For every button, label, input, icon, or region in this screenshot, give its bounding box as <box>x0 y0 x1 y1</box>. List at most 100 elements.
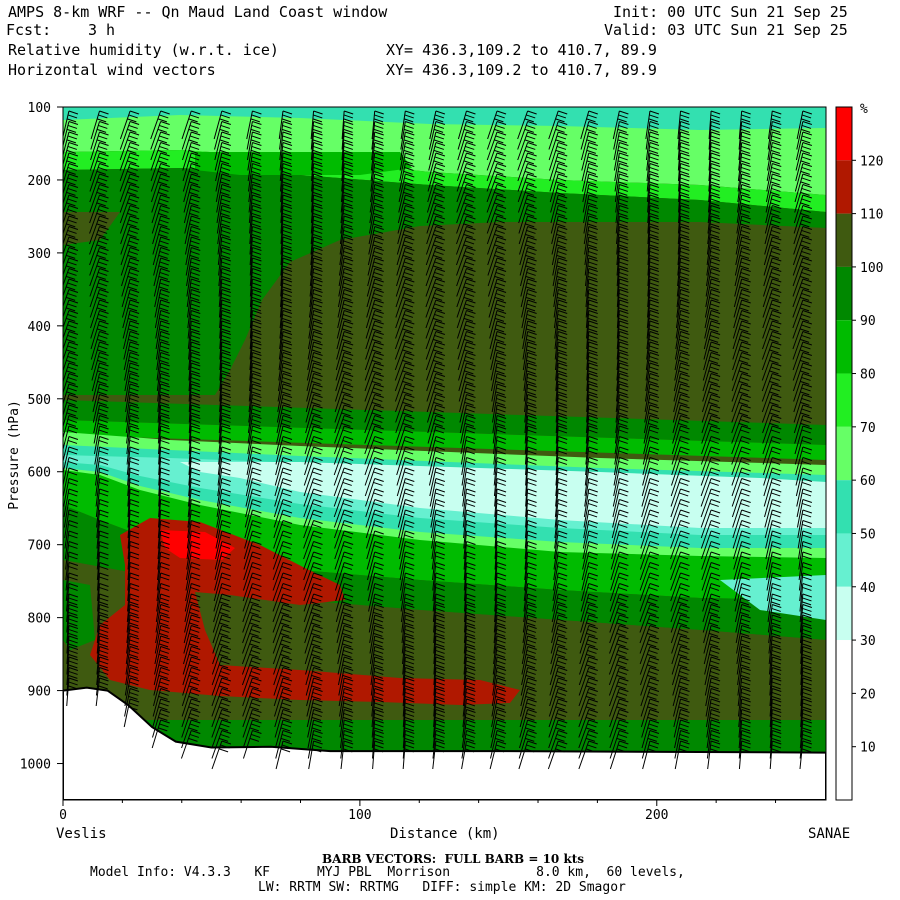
wind-barb <box>334 520 354 549</box>
wind-barb <box>368 583 384 612</box>
wind-barb <box>426 373 446 402</box>
wind-barb <box>793 373 813 402</box>
wind-barb <box>792 320 813 350</box>
wind-barb <box>795 142 813 171</box>
wind-barb <box>792 299 813 329</box>
wind-barb <box>608 667 629 696</box>
wind-barb <box>425 257 446 287</box>
wind-barb <box>425 236 446 266</box>
wind-barb <box>90 110 109 140</box>
wind-barb <box>341 152 354 182</box>
wind-barb <box>768 635 782 665</box>
wind-barb <box>335 352 354 381</box>
wind-barb <box>792 341 813 371</box>
wind-barb <box>400 121 415 150</box>
wind-barb <box>614 173 629 203</box>
wind-barb <box>217 467 231 497</box>
wind-barb <box>670 593 690 623</box>
wind-barb <box>519 709 537 738</box>
wind-barb <box>639 614 660 644</box>
wind-barb <box>676 268 690 297</box>
wind-barb <box>273 499 293 528</box>
wind-barb <box>674 331 690 360</box>
wind-barb <box>613 131 629 161</box>
wind-barb <box>762 415 782 444</box>
wind-barb <box>523 583 537 612</box>
wind-barb <box>767 583 782 612</box>
wind-barb <box>63 383 79 406</box>
wind-barb <box>731 383 751 413</box>
wind-barb <box>63 257 79 277</box>
wind-barb <box>333 509 354 539</box>
wind-barb <box>764 509 782 539</box>
wind-barb <box>793 383 813 413</box>
wind-barb <box>494 530 507 560</box>
wind-barb <box>127 583 140 612</box>
wind-barb <box>150 142 170 171</box>
wind-barb <box>585 278 598 308</box>
wind-barb <box>647 226 660 255</box>
wind-barb <box>704 667 721 696</box>
wind-barb <box>613 467 629 497</box>
wind-barb <box>585 425 598 455</box>
wind-barb <box>433 698 446 728</box>
wind-barb <box>766 562 782 591</box>
wind-barb <box>431 541 446 570</box>
wind-barb <box>367 236 384 266</box>
wind-barb <box>395 268 415 297</box>
wind-barb <box>119 173 140 203</box>
wind-barb <box>280 226 293 255</box>
wind-barb <box>364 383 384 413</box>
wind-barb <box>341 121 354 150</box>
wind-barb <box>188 415 201 444</box>
wind-barb <box>93 415 109 444</box>
wind-barb <box>63 404 79 429</box>
wind-barb <box>609 719 629 749</box>
wind-barb <box>184 583 201 612</box>
wind-barb <box>494 488 507 518</box>
wind-barb <box>125 404 140 434</box>
wind-barb <box>736 205 751 234</box>
wind-barb <box>280 173 293 203</box>
wind-barb <box>674 719 690 749</box>
wind-barb <box>310 215 323 245</box>
wind-barb <box>275 740 293 770</box>
plot-frame <box>62 106 827 801</box>
wind-barb <box>306 698 323 728</box>
wind-barb <box>188 341 201 371</box>
wind-barb <box>703 625 721 654</box>
wind-barb <box>493 625 507 654</box>
wind-barb <box>486 205 507 234</box>
wind-barb <box>63 236 79 256</box>
wind-barb <box>646 152 660 182</box>
wind-barb <box>670 562 690 591</box>
wind-barb <box>90 299 109 329</box>
wind-barb <box>463 530 476 560</box>
wind-barb <box>640 698 660 728</box>
wind-barb <box>279 310 293 339</box>
wind-barb <box>673 383 690 413</box>
wind-barb <box>555 457 568 486</box>
wind-barb <box>63 499 79 528</box>
wind-barb <box>366 551 384 581</box>
colorbar-segment <box>836 640 852 694</box>
wind-barb <box>96 656 109 686</box>
wind-barb <box>333 425 354 455</box>
wind-barb <box>550 194 568 224</box>
wind-barb <box>364 352 384 381</box>
wind-barb <box>367 257 384 287</box>
wind-barb <box>765 194 782 224</box>
wind-barb <box>249 205 262 234</box>
wind-barb <box>609 593 629 623</box>
wind-barb <box>738 709 751 738</box>
wind-barb <box>487 268 507 297</box>
wind-barb <box>517 152 537 182</box>
wind-barb <box>305 394 323 423</box>
wind-barb <box>463 593 476 623</box>
wind-barb <box>184 604 201 633</box>
wind-barb <box>705 257 721 287</box>
wind-barb <box>616 278 629 308</box>
wind-barb <box>243 530 262 560</box>
wind-barb <box>181 677 201 707</box>
wind-barb <box>212 625 231 654</box>
